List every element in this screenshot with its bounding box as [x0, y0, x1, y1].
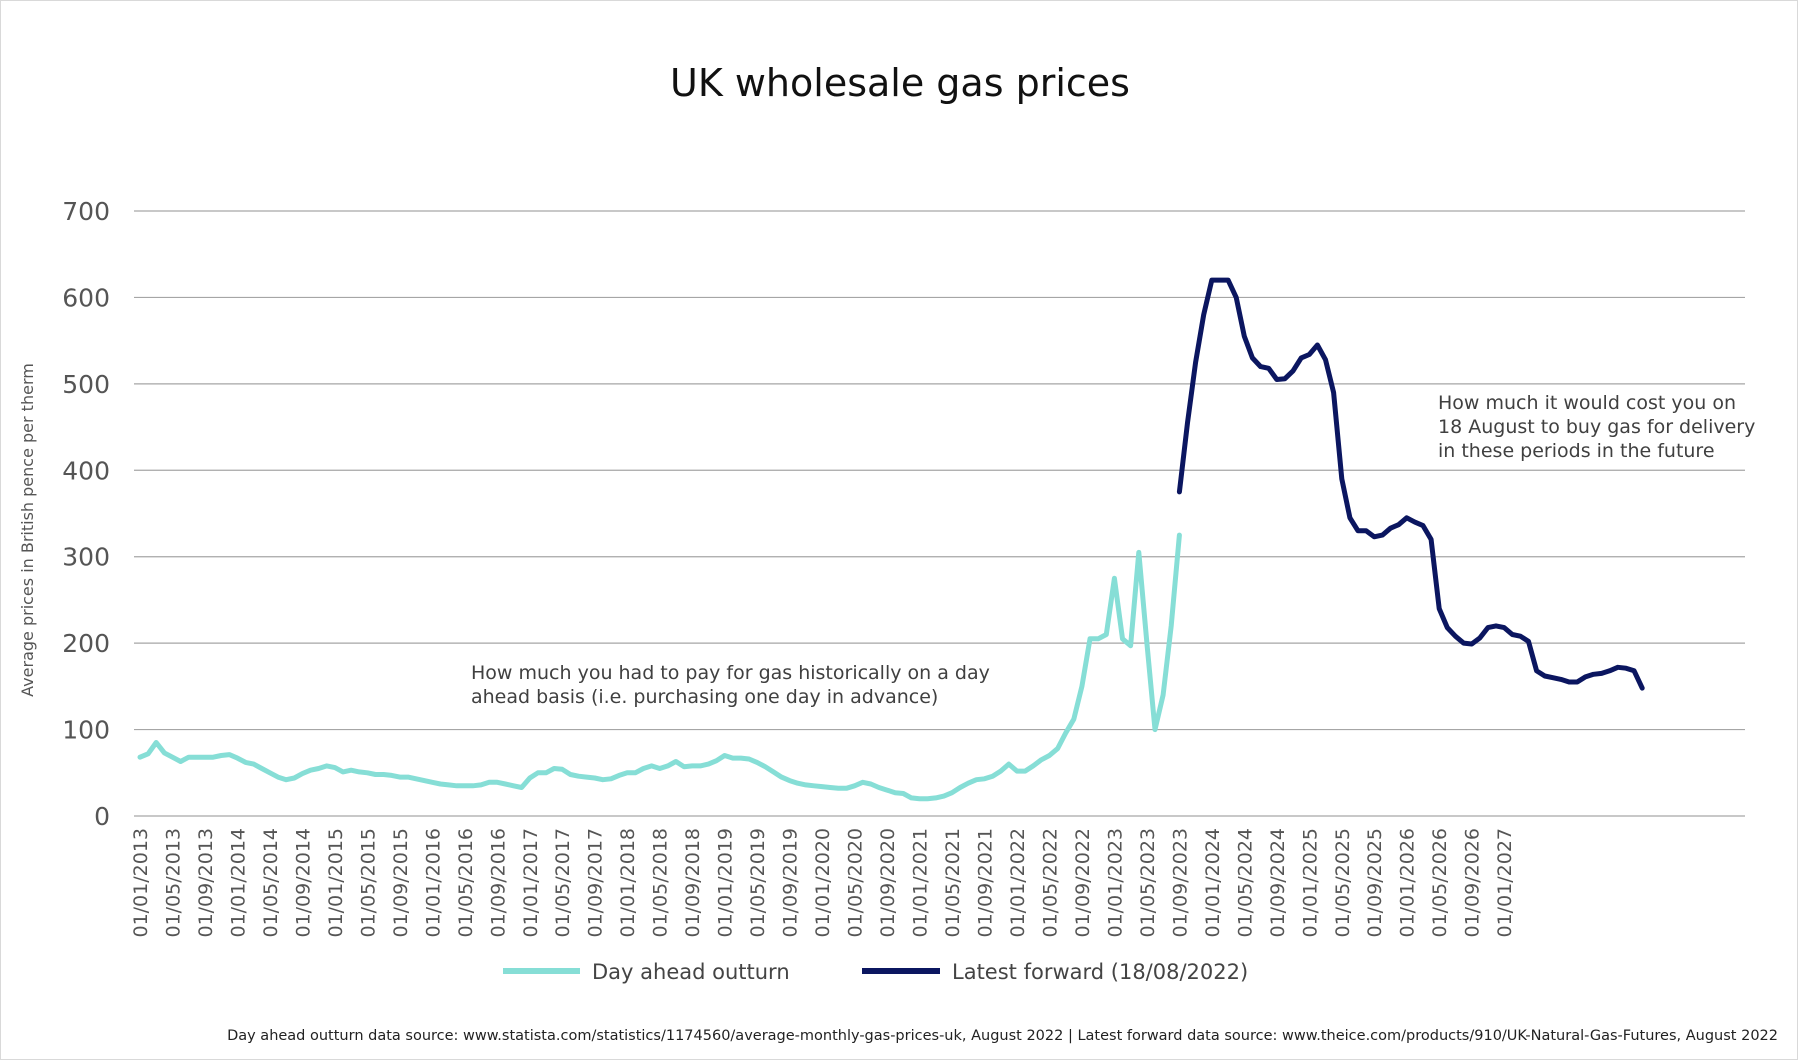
x-tick-label: 01/09/2026	[1462, 828, 1484, 938]
annotation-forward-line-2: 18 August to buy gas for delivery	[1438, 416, 1755, 438]
x-tick-label: 01/05/2024	[1234, 828, 1256, 938]
x-tick-label: 01/05/2013	[162, 828, 184, 938]
y-axis-label: Average prices in British pence per ther…	[18, 363, 37, 697]
x-tick-label: 01/01/2022	[1007, 828, 1029, 938]
series-line-day-ahead	[137, 532, 1182, 802]
source-note: Day ahead outturn data source: www.stati…	[227, 1028, 1778, 1044]
x-tick-label: 01/05/2017	[552, 828, 574, 938]
x-tick-label: 01/01/2025	[1299, 828, 1321, 938]
annotation-historic: How much you had to pay for gas historic…	[471, 662, 996, 708]
y-tick-label: 600	[62, 283, 110, 312]
x-tick-label: 01/05/2014	[260, 828, 282, 938]
x-tick-label: 01/09/2019	[780, 828, 802, 938]
x-tick-label: 01/05/2025	[1332, 828, 1354, 938]
x-tick-labels: 01/01/2013 01/05/2013 01/09/2013 01/01/2014…	[130, 828, 1516, 938]
legend-label-day-ahead: Day ahead outturn	[592, 960, 790, 984]
y-tick-labels: 0 100 200 300 400 500 600 700	[62, 197, 110, 831]
x-tick-label: 01/01/2019	[715, 828, 737, 938]
x-tick-label: 01/05/2016	[455, 828, 477, 938]
x-tick-label: 01/01/2023	[1104, 828, 1126, 938]
x-tick-label: 01/09/2020	[877, 828, 899, 938]
x-tick-label: 01/01/2027	[1494, 828, 1516, 938]
x-tick-label: 01/09/2018	[682, 828, 704, 938]
x-tick-label: 01/09/2023	[1169, 828, 1191, 938]
x-tick-label: 01/01/2013	[130, 828, 152, 938]
annotation-forward-line-3: in these periods in the future	[1438, 440, 1715, 462]
x-tick-label: 01/01/2024	[1202, 828, 1224, 938]
x-tick-label: 01/09/2025	[1364, 828, 1386, 938]
x-tick-label: 01/01/2018	[617, 828, 639, 938]
legend-label-forward: Latest forward (18/08/2022)	[952, 960, 1248, 984]
x-tick-label: 01/09/2021	[974, 828, 996, 938]
y-tick-label: 700	[62, 197, 110, 226]
series-lines	[137, 277, 1645, 802]
x-tick-label: 01/09/2024	[1267, 828, 1289, 938]
y-tick-label: 200	[62, 629, 110, 658]
x-tick-label: 01/05/2020	[845, 828, 867, 938]
chart-title: UK wholesale gas prices	[670, 61, 1130, 105]
annotation-historic-line-2: ahead basis (i.e. purchasing one day in …	[471, 686, 938, 708]
series-line-forward	[1176, 277, 1645, 691]
y-tick-label: 500	[62, 370, 110, 399]
x-tick-label: 01/05/2026	[1429, 828, 1451, 938]
x-tick-label: 01/05/2023	[1137, 828, 1159, 938]
x-tick-label: 01/09/2015	[390, 828, 412, 938]
x-tick-label: 01/01/2021	[910, 828, 932, 938]
x-tick-label: 01/01/2020	[812, 828, 834, 938]
x-tick-label: 01/01/2016	[422, 828, 444, 938]
x-tick-label: 01/09/2016	[487, 828, 509, 938]
legend: Day ahead outturn Latest forward (18/08/…	[503, 960, 1248, 984]
y-tick-label: 100	[62, 716, 110, 745]
x-tick-label: 01/05/2021	[942, 828, 964, 938]
y-tick-label: 300	[62, 543, 110, 572]
y-tick-label: 400	[62, 456, 110, 485]
x-tick-label: 01/05/2022	[1039, 828, 1061, 938]
x-tick-label: 01/09/2013	[195, 828, 217, 938]
x-tick-label: 01/01/2015	[325, 828, 347, 938]
annotation-forward: How much it would cost you on 18 August …	[1438, 392, 1761, 462]
x-tick-label: 01/01/2026	[1397, 828, 1419, 938]
x-tick-label: 01/01/2014	[227, 828, 249, 938]
grid-lines	[134, 210, 1745, 817]
x-tick-label: 01/09/2014	[292, 828, 314, 938]
annotation-historic-line-1: How much you had to pay for gas historic…	[471, 662, 990, 684]
y-tick-label: 0	[94, 802, 110, 831]
annotation-forward-line-1: How much it would cost you on	[1438, 392, 1736, 414]
x-tick-label: 01/01/2017	[520, 828, 542, 938]
x-tick-label: 01/05/2019	[747, 828, 769, 938]
x-tick-label: 01/05/2015	[357, 828, 379, 938]
x-tick-label: 01/05/2018	[650, 828, 672, 938]
x-tick-label: 01/09/2017	[585, 828, 607, 938]
x-tick-label: 01/09/2022	[1072, 828, 1094, 938]
